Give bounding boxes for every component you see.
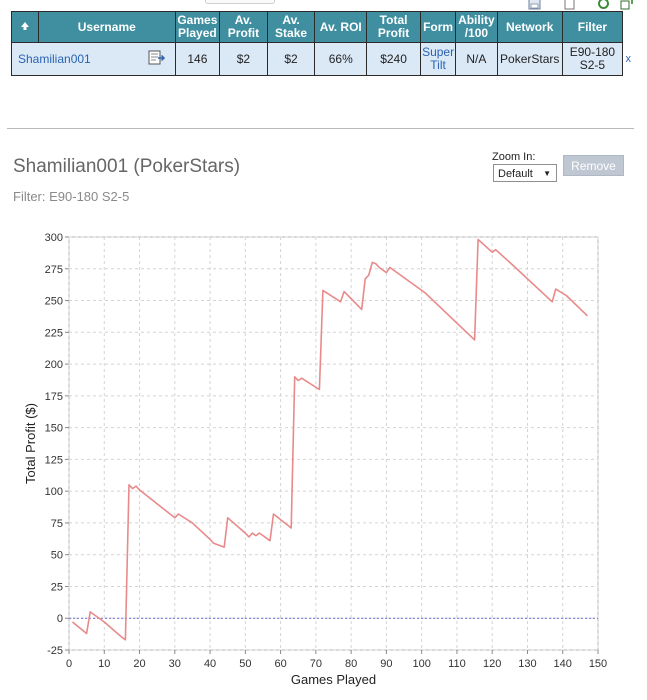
popout-icon[interactable] (620, 0, 633, 10)
page-icon[interactable] (563, 0, 576, 10)
header-form[interactable]: Form (419, 11, 457, 43)
x-tick-label: 130 (518, 658, 536, 670)
x-tick-label: 10 (98, 658, 110, 670)
y-tick-label: 175 (45, 391, 63, 403)
x-tick-label: 100 (412, 658, 430, 670)
x-tick-label: 150 (589, 658, 607, 670)
y-tick-label: 275 (45, 264, 63, 276)
y-tick-label: 300 (45, 232, 63, 244)
y-tick-label: 150 (45, 423, 63, 435)
graph-filter-text: Filter: E90-180 S2-5 (13, 189, 130, 204)
x-tick-label: 20 (133, 658, 145, 670)
x-tick-label: 60 (274, 658, 286, 670)
filter-value: E90-180 S2-5 (569, 45, 616, 72)
x-tick-label: 80 (345, 658, 357, 670)
save-icon[interactable] (528, 0, 541, 10)
header-ability[interactable]: Ability /100 (455, 11, 498, 43)
username-link[interactable]: Shamilian001 (18, 51, 91, 66)
header-total-profit[interactable]: Total Profit (366, 11, 421, 43)
y-tick-label: 100 (45, 486, 63, 498)
refresh-icon[interactable] (597, 0, 610, 10)
av-profit-cell: $2 (219, 42, 268, 76)
ability-cell: N/A (455, 42, 498, 76)
search-box-edge[interactable] (205, 0, 275, 4)
x-tick-label: 40 (204, 658, 216, 670)
y-tick-label: 50 (51, 550, 63, 562)
y-axis-label: Total Profit ($) (23, 403, 38, 484)
sort-up-arrow-icon[interactable] (11, 11, 39, 43)
remove-row-link[interactable]: x (625, 53, 632, 65)
x-tick-label: 120 (483, 658, 501, 670)
x-tick-label: 70 (310, 658, 322, 670)
av-roi-cell: 66% (314, 42, 368, 76)
header-network[interactable]: Network (496, 11, 563, 43)
form-link[interactable]: Super Tilt (422, 45, 455, 72)
x-tick-label: 50 (239, 658, 251, 670)
table-header-row: Username Games Played Av. Profit Av. Sta… (11, 11, 624, 43)
profit-series-line (71, 238, 588, 641)
header-av-roi[interactable]: Av. ROI (314, 11, 368, 43)
toolbar-icons (0, 0, 647, 12)
av-stake-cell: $2 (266, 42, 316, 76)
table-row: Shamilian001 146 $2 $2 66% $240 Super Ti… (11, 42, 631, 76)
y-tick-label: 225 (45, 327, 63, 339)
x-tick-label: 110 (448, 658, 466, 670)
y-tick-label: 0 (57, 613, 63, 625)
header-av-stake[interactable]: Av. Stake (266, 11, 316, 43)
plot-area (68, 236, 599, 651)
x-tick-label: 30 (169, 658, 181, 670)
x-tick-label: 0 (66, 658, 72, 670)
remove-button[interactable]: Remove (563, 155, 624, 176)
form-cell: Super Tilt (419, 42, 457, 76)
player-stats-table: Username Games Played Av. Profit Av. Sta… (11, 11, 631, 76)
chevron-down-icon: ▼ (543, 169, 551, 178)
add-to-graph-icon[interactable] (148, 50, 166, 66)
y-tick-label: 200 (45, 359, 63, 371)
x-tick-label: 90 (380, 658, 392, 670)
y-tick-label: 125 (45, 454, 63, 466)
total-profit-cell: $240 (366, 42, 421, 76)
header-username[interactable]: Username (37, 11, 176, 43)
section-divider (7, 128, 634, 129)
header-games-played[interactable]: Games Played (174, 11, 221, 43)
y-tick-label: 25 (51, 581, 63, 593)
y-tick-label: -25 (47, 645, 63, 657)
zoom-select[interactable]: Default ▼ (493, 164, 557, 182)
header-filter[interactable]: Filter (561, 11, 624, 43)
graph-title: Shamilian001 (PokerStars) (13, 156, 241, 177)
zoom-select-value: Default (498, 168, 533, 180)
x-tick-label: 140 (554, 658, 572, 670)
zoom-label: Zoom In: (492, 151, 536, 163)
x-axis-label: Games Played (291, 672, 376, 687)
y-tick-label: 75 (51, 518, 63, 530)
filter-cell: E90-180 S2-5 x (561, 42, 631, 76)
network-cell: PokerStars (496, 42, 563, 76)
games-played-cell: 146 (174, 42, 221, 76)
y-tick-label: 250 (45, 296, 63, 308)
username-cell: Shamilian001 (11, 42, 176, 76)
header-av-profit[interactable]: Av. Profit (219, 11, 268, 43)
